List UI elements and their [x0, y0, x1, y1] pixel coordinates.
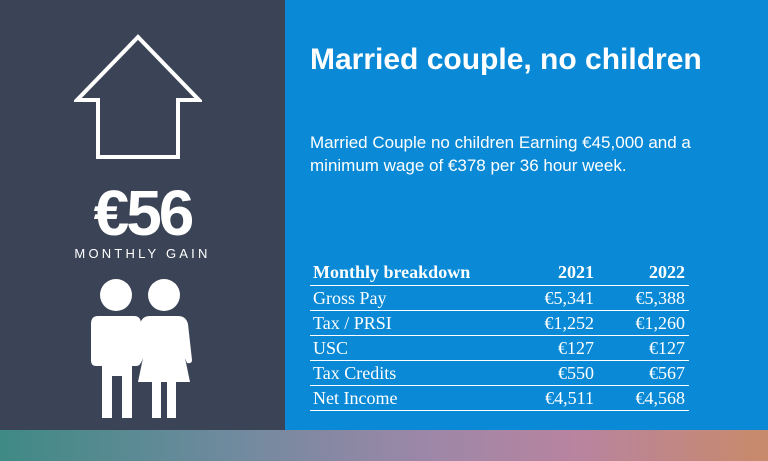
monthly-gain-amount: €56 [93, 177, 195, 249]
value-2022: €4,568 [598, 385, 689, 411]
column-header-2022: 2022 [649, 262, 685, 282]
value-2022: €5,388 [598, 285, 689, 311]
value-2021: €5,341 [507, 285, 598, 311]
row-label: Net Income [310, 385, 507, 411]
table-row: Net Income €4,511 €4,568 [310, 385, 689, 411]
table-header-row: Monthly breakdown 2021 2022 [310, 259, 689, 286]
table-row: Gross Pay €5,341 €5,388 [310, 285, 689, 311]
footer-gradient-bar [0, 430, 768, 461]
value-2022: €127 [598, 335, 689, 361]
value-2021: €127 [507, 335, 598, 361]
row-label: Tax / PRSI [310, 310, 507, 336]
couple-icon [91, 279, 192, 418]
value-2021: €1,252 [507, 310, 598, 336]
value-2022: €1,260 [598, 310, 689, 336]
monthly-breakdown-table: Monthly breakdown 2021 2022 Gross Pay €5… [310, 259, 689, 411]
value-2022: €567 [598, 360, 689, 386]
row-label: Gross Pay [310, 285, 507, 311]
up-arrow-house-icon [74, 34, 202, 159]
table-row: Tax / PRSI €1,252 €1,260 [310, 310, 689, 336]
left-panel: €56 MONTHLY GAIN [0, 0, 285, 430]
column-header-2021: 2021 [558, 262, 594, 282]
table-row: Tax Credits €550 €567 [310, 360, 689, 386]
monthly-gain-label: MONTHLY GAIN [74, 246, 211, 261]
row-label: Tax Credits [310, 360, 507, 386]
value-2021: €550 [507, 360, 598, 386]
column-header-label: Monthly breakdown [313, 262, 471, 282]
page-title: Married couple, no children [310, 43, 702, 76]
table-row: USC €127 €127 [310, 335, 689, 361]
row-label: USC [310, 335, 507, 361]
scenario-description: Married Couple no children Earning €45,0… [310, 133, 691, 175]
value-2021: €4,511 [507, 385, 598, 411]
